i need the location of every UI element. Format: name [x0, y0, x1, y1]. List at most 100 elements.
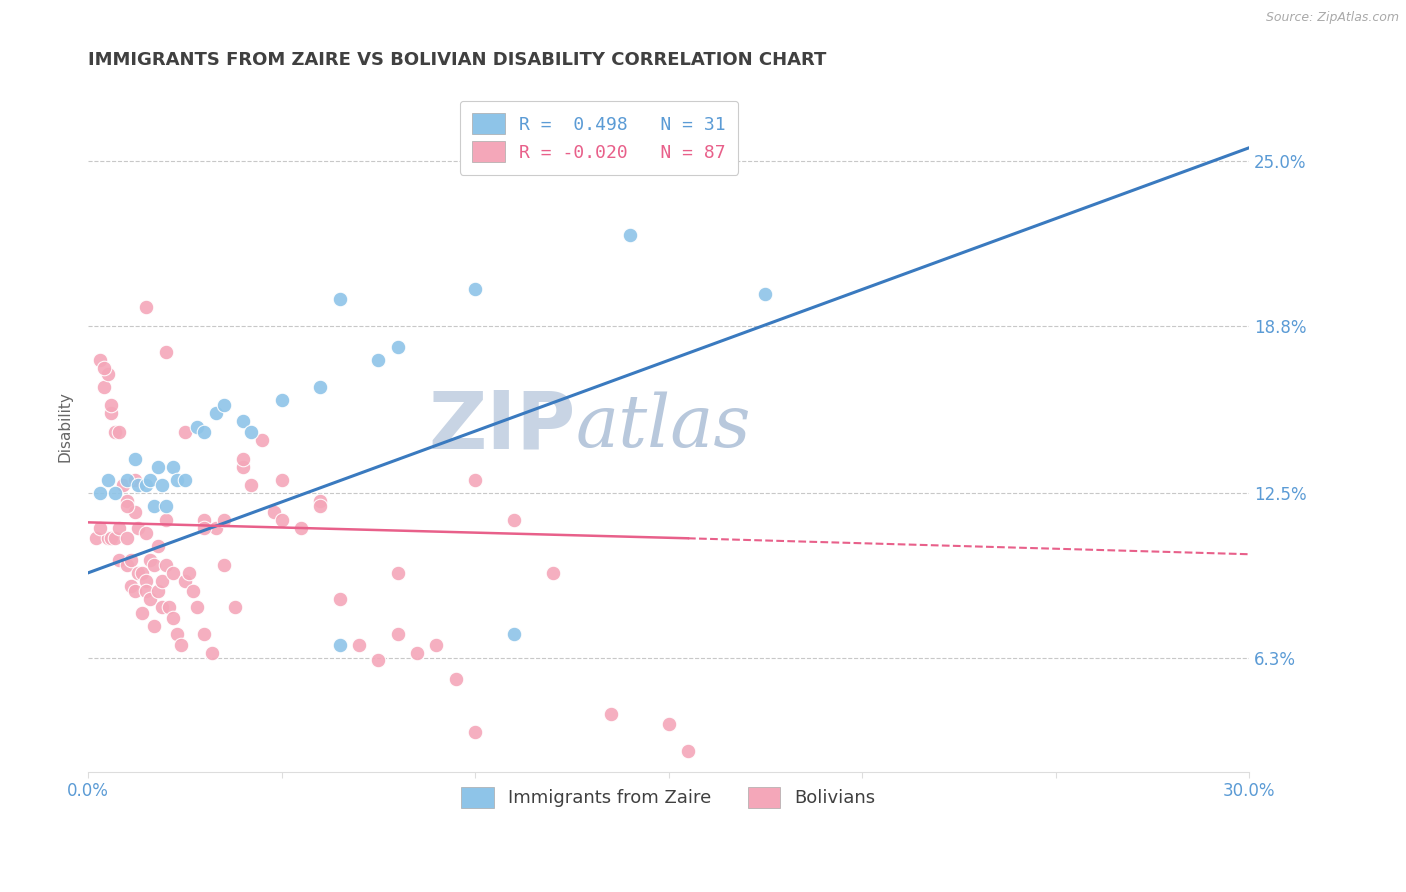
Point [201, 646, 224, 660]
Point [252, 433, 274, 447]
Point [329, 592, 352, 607]
Point [174, 473, 197, 487]
Point [309, 494, 332, 508]
Point [139, 473, 162, 487]
Point [135, 300, 157, 314]
Point [464, 473, 486, 487]
Point [89, 486, 111, 500]
Point [124, 451, 146, 466]
Point [232, 451, 254, 466]
Point [124, 584, 146, 599]
Point [111, 478, 134, 492]
Point [150, 574, 173, 588]
Point [155, 513, 177, 527]
Point [139, 592, 162, 607]
Point [93, 361, 115, 376]
Point [263, 505, 285, 519]
Point [239, 478, 262, 492]
Point [239, 425, 262, 439]
Point [135, 584, 157, 599]
Point [96, 367, 118, 381]
Point [100, 399, 122, 413]
Point [166, 627, 188, 641]
Point [502, 627, 524, 641]
Point [193, 521, 215, 535]
Point [186, 419, 208, 434]
Text: atlas: atlas [576, 392, 751, 462]
Point [347, 638, 370, 652]
Point [174, 425, 197, 439]
Point [232, 414, 254, 428]
Point [93, 380, 115, 394]
Point [155, 558, 177, 572]
Point [124, 505, 146, 519]
Point [131, 566, 153, 580]
Point [309, 500, 332, 514]
Y-axis label: Disability: Disability [58, 392, 72, 462]
Point [146, 539, 169, 553]
Point [270, 393, 292, 408]
Point [186, 600, 208, 615]
Point [270, 513, 292, 527]
Point [290, 521, 312, 535]
Point [115, 500, 138, 514]
Text: Source: ZipAtlas.com: Source: ZipAtlas.com [1265, 11, 1399, 24]
Point [124, 473, 146, 487]
Point [146, 584, 169, 599]
Point [108, 425, 131, 439]
Text: ZIP: ZIP [429, 388, 576, 466]
Point [96, 473, 118, 487]
Point [115, 494, 138, 508]
Point [135, 574, 157, 588]
Point [193, 627, 215, 641]
Point [177, 566, 200, 580]
Point [100, 406, 122, 420]
Point [120, 579, 142, 593]
Point [104, 486, 127, 500]
Point [131, 606, 153, 620]
Point [139, 552, 162, 566]
Point [212, 558, 235, 572]
Point [162, 611, 184, 625]
Point [224, 600, 246, 615]
Point [619, 228, 641, 243]
Point [155, 500, 177, 514]
Point [127, 566, 149, 580]
Point [146, 459, 169, 474]
Point [100, 531, 122, 545]
Point [205, 521, 228, 535]
Point [367, 653, 389, 667]
Legend: Immigrants from Zaire, Bolivians: Immigrants from Zaire, Bolivians [454, 780, 883, 815]
Point [157, 600, 180, 615]
Point [193, 425, 215, 439]
Point [232, 459, 254, 474]
Point [115, 558, 138, 572]
Point [193, 513, 215, 527]
Point [754, 286, 776, 301]
Point [166, 473, 188, 487]
Point [162, 459, 184, 474]
Point [155, 345, 177, 359]
Point [89, 353, 111, 368]
Point [658, 717, 681, 731]
Point [96, 531, 118, 545]
Point [135, 478, 157, 492]
Point [406, 646, 429, 660]
Point [142, 558, 165, 572]
Text: IMMIGRANTS FROM ZAIRE VS BOLIVIAN DISABILITY CORRELATION CHART: IMMIGRANTS FROM ZAIRE VS BOLIVIAN DISABI… [89, 51, 827, 69]
Point [115, 473, 138, 487]
Point [270, 473, 292, 487]
Point [464, 725, 486, 739]
Point [444, 672, 467, 686]
Point [108, 521, 131, 535]
Point [425, 638, 447, 652]
Point [387, 566, 409, 580]
Point [127, 521, 149, 535]
Point [367, 353, 389, 368]
Point [150, 478, 173, 492]
Point [212, 513, 235, 527]
Point [329, 638, 352, 652]
Point [120, 552, 142, 566]
Point [142, 619, 165, 633]
Point [104, 425, 127, 439]
